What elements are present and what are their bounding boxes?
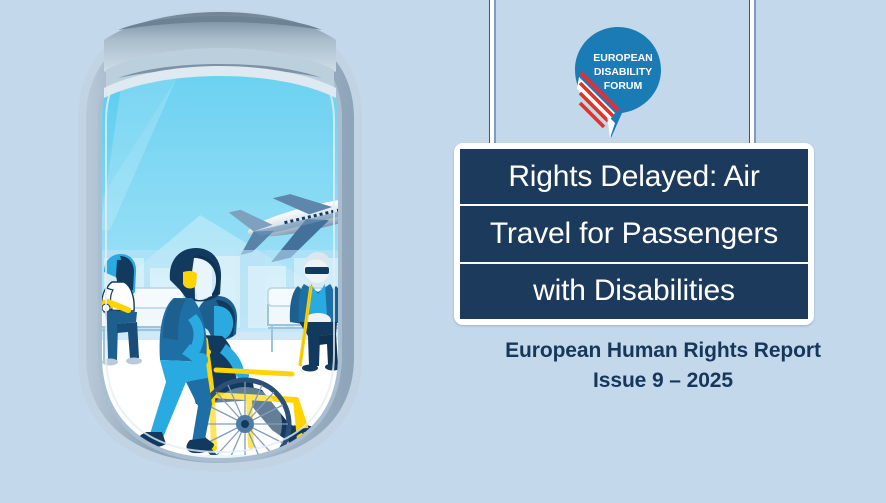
title-sign-panel: Rights Delayed: Air Travel for Passenger…: [460, 149, 808, 319]
title-line-1: Rights Delayed: Air: [460, 149, 808, 207]
logo-line-1: EUROPEAN: [593, 52, 653, 64]
title-line-2: Travel for Passengers: [460, 206, 808, 264]
title-line-3: with Disabilities: [533, 274, 735, 308]
wheelchair-armrest: [213, 367, 295, 377]
logo-line-2: DISABILITY: [594, 66, 652, 78]
window-shade: [104, 12, 336, 98]
title-sign: Rights Delayed: Air Travel for Passenger…: [454, 143, 814, 325]
wheelchair-wheel: [198, 377, 292, 460]
sign-pole-left: [489, 0, 496, 160]
sign-pole-right: [749, 0, 756, 160]
seated-woman-with-cane: [101, 254, 142, 366]
airplane-window-illustration: [0, 0, 440, 498]
cover-text-panel: EUROPEAN DISABILITY FORUM Rights Delayed…: [440, 0, 886, 498]
logo-line-3: FORUM: [604, 80, 643, 92]
european-disability-forum-logo: EUROPEAN DISABILITY FORUM: [571, 25, 665, 140]
report-subtitle: European Human Rights Report Issue 9 – 2…: [440, 336, 886, 396]
subtitle-line-2: Issue 9 – 2025: [593, 369, 733, 392]
wheelchair-group: [134, 248, 326, 460]
subtitle-line-1: European Human Rights Report: [505, 339, 821, 362]
assistant-pushing-wheelchair: [134, 248, 222, 454]
